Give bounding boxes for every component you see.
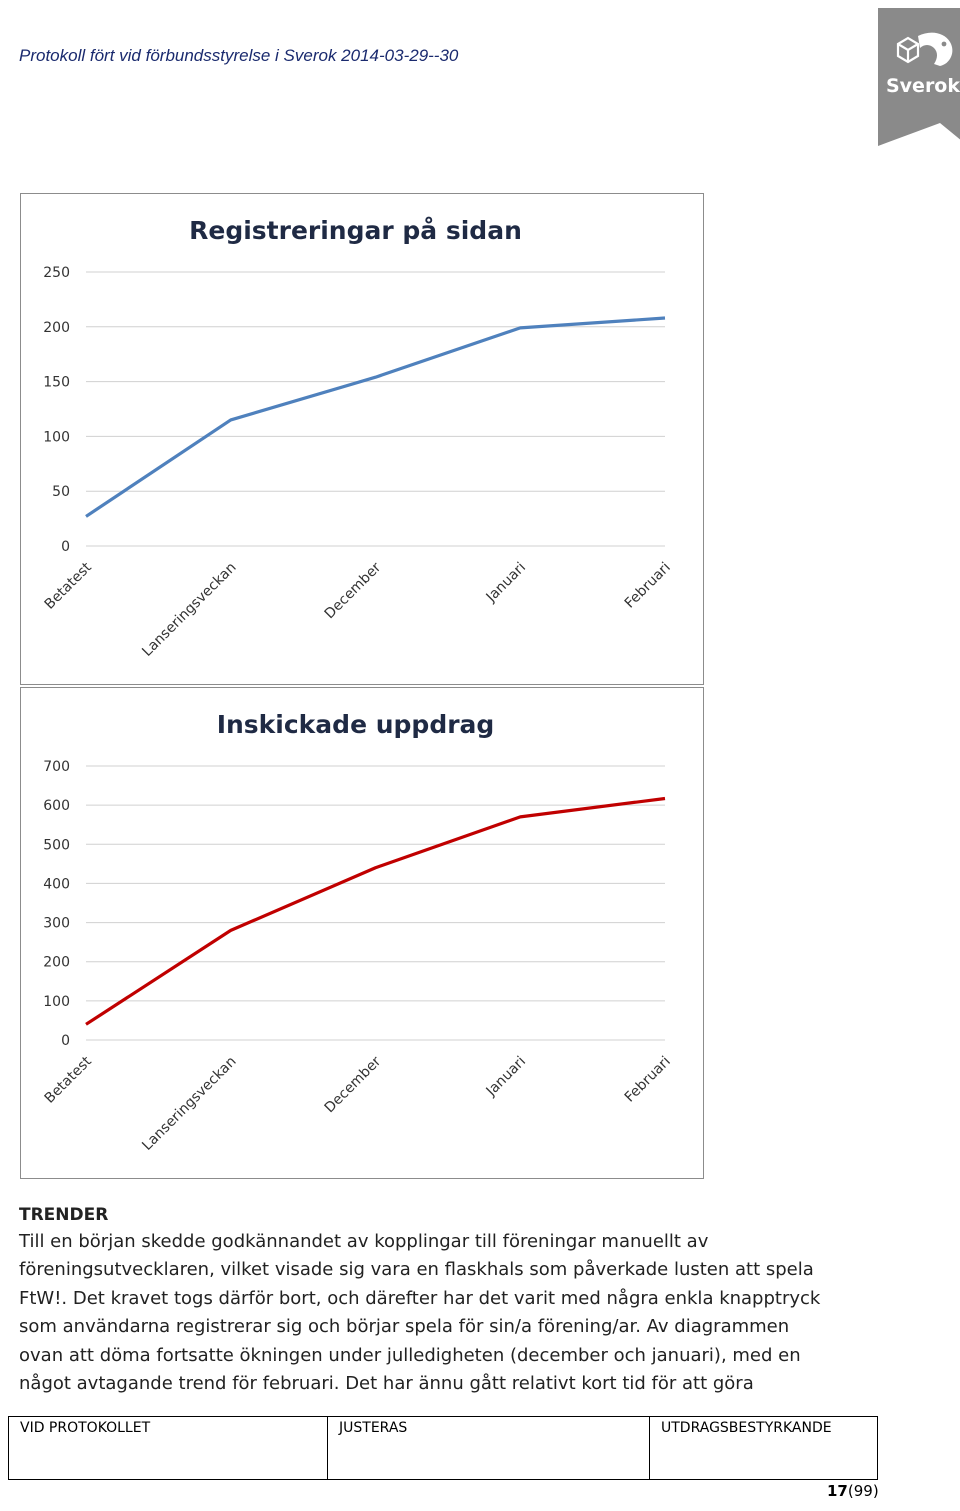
y-tick-label: 400 (43, 876, 70, 892)
paragraph-line: som användarna registrerar sig och börja… (19, 1316, 790, 1337)
x-tick-label: December (322, 1053, 385, 1116)
y-tick-label: 500 (43, 837, 70, 853)
y-tick-label: 300 (43, 916, 70, 932)
page-number: 17(99) (827, 1482, 879, 1500)
section-heading: TRENDER (19, 1205, 109, 1225)
x-tick-label: Betatest (42, 1053, 96, 1107)
x-tick-label: Betatest (42, 559, 96, 613)
x-tick-label: Lanseringsveckan (139, 1054, 239, 1154)
y-tick-label: 0 (61, 539, 70, 555)
signature-table: VID PROTOKOLLET JUSTERAS UTDRAGSBESTYRKA… (8, 1416, 878, 1480)
y-tick-label: 50 (52, 484, 70, 500)
svg-text:Sverok: Sverok (886, 75, 960, 97)
sverok-logo: Sverok (878, 8, 960, 148)
x-tick-label: Januari (483, 560, 529, 606)
paragraph-line: något avtagande trend för februari. Det … (19, 1373, 754, 1394)
y-tick-label: 100 (43, 429, 70, 445)
series-line (85, 796, 666, 1026)
y-tick-label: 700 (43, 759, 70, 775)
paragraph-line: Till en början skedde godkännandet av ko… (19, 1230, 709, 1252)
paragraph-line: FtW!. Det kravet togs därför bort, och d… (19, 1287, 821, 1309)
y-tick-label: 200 (43, 320, 70, 336)
body-text: TRENDER Till en början skedde godkännand… (19, 1201, 899, 1399)
x-tick-label: December (322, 559, 385, 622)
page-header-title: Protokoll fört vid förbundsstyrelse i Sv… (19, 46, 459, 65)
x-tick-label: Februari (622, 1054, 674, 1106)
chart-title: Inskickade uppdrag (217, 710, 495, 739)
chart-inskickade-uppdrag: Inskickade uppdrag 0 100 200 300 400 500 600 700… (20, 687, 704, 1179)
series-line (85, 316, 666, 518)
paragraph-line: föreningsutvecklaren, vilket visade sig … (19, 1259, 814, 1280)
paragraph-line: ovan att döma fortsatte ökningen under j… (19, 1344, 801, 1366)
y-tick-label: 250 (43, 265, 70, 281)
x-tick-label: Februari (622, 560, 674, 612)
page-current: 17 (827, 1482, 848, 1500)
signature-cell-utdragsbestyrkande: UTDRAGSBESTYRKANDE (649, 1416, 878, 1480)
signature-cell-justeras: JUSTERAS (327, 1416, 650, 1480)
signature-cell-protokollet: VID PROTOKOLLET (8, 1416, 328, 1480)
y-tick-label: 200 (43, 955, 70, 971)
x-tick-label: Januari (483, 1054, 529, 1100)
chart-registreringar: Registreringar på sidan 0 50 100 150 200 250 Be… (20, 193, 704, 685)
y-tick-label: 150 (43, 375, 70, 391)
y-tick-label: 600 (43, 798, 70, 814)
document-page: Protokoll fört vid förbundsstyrelse i Sv… (8, 8, 960, 1503)
y-tick-label: 100 (43, 994, 70, 1010)
y-tick-label: 0 (61, 1033, 70, 1049)
x-tick-label: Lanseringsveckan (139, 560, 239, 660)
page-total: (99) (847, 1482, 879, 1500)
chart-title: Registreringar på sidan (189, 216, 522, 245)
